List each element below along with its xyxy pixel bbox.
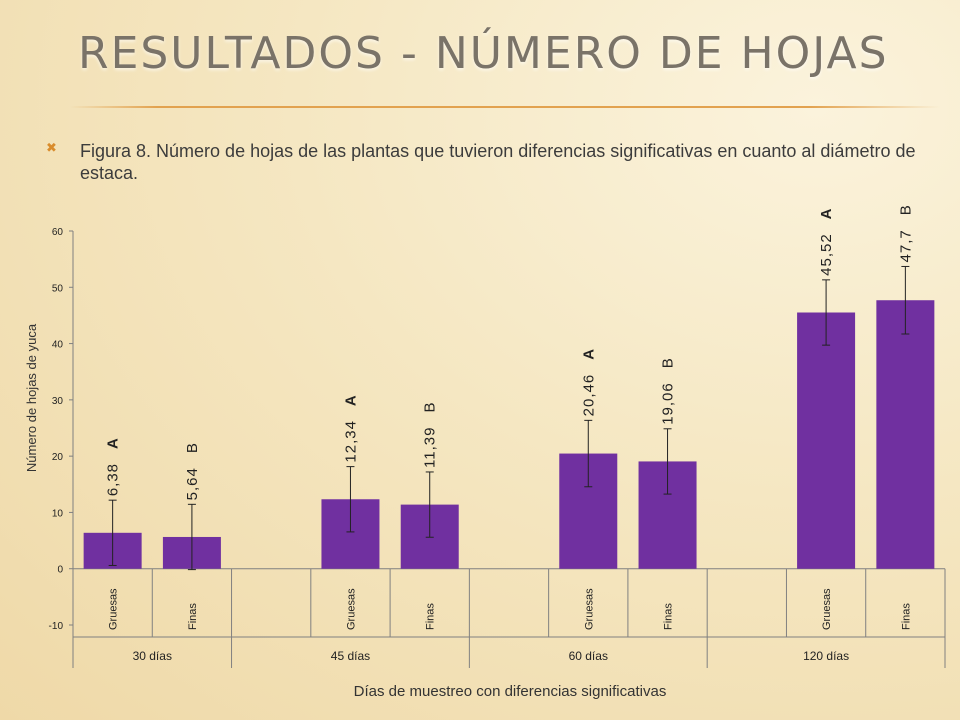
figure-caption: Figura 8. Número de hojas de las plantas… bbox=[80, 141, 916, 183]
data-value-label: 12,34 bbox=[342, 420, 359, 463]
x-axis-title: Días de muestreo con diferencias signifi… bbox=[354, 683, 667, 700]
category-label: Finas bbox=[663, 603, 675, 630]
data-label: 11,39 B bbox=[422, 402, 439, 468]
data-label: 45,52 A bbox=[818, 207, 835, 275]
y-tick-label: 50 bbox=[52, 283, 64, 294]
y-tick-label: 10 bbox=[52, 508, 64, 519]
significance-letter: A bbox=[105, 437, 122, 449]
significance-letter: A bbox=[818, 207, 835, 219]
significance-letter: A bbox=[580, 348, 597, 360]
group-label: 30 días bbox=[133, 649, 172, 663]
category-label: Finas bbox=[187, 603, 199, 630]
category-label: Finas bbox=[425, 603, 437, 630]
data-label: 19,06 B bbox=[660, 357, 677, 425]
data-value-label: 5,64 bbox=[184, 467, 201, 500]
x-bullet-icon: ✖ bbox=[46, 141, 57, 156]
bar bbox=[876, 300, 935, 569]
y-axis-title: Número de hojas de yuca bbox=[24, 323, 39, 472]
category-label: Gruesas bbox=[345, 588, 357, 630]
group-label: 45 días bbox=[331, 649, 370, 663]
group-label: 60 días bbox=[569, 649, 608, 663]
data-value-label: 45,52 bbox=[818, 233, 835, 276]
title-divider bbox=[70, 106, 940, 108]
y-tick-label: 20 bbox=[52, 452, 64, 463]
y-tick-label: 0 bbox=[57, 565, 63, 576]
category-label: Finas bbox=[900, 603, 912, 630]
significance-letter: B bbox=[184, 442, 201, 453]
slide-title: RESULTADOS - NÚMERO DE HOJAS bbox=[78, 28, 889, 79]
data-label: 6,38 A bbox=[105, 437, 122, 496]
category-label: Gruesas bbox=[108, 588, 120, 630]
significance-letter: B bbox=[897, 204, 914, 215]
data-value-label: 11,39 bbox=[422, 427, 439, 468]
category-label: Gruesas bbox=[583, 588, 595, 630]
category-label: Gruesas bbox=[821, 588, 833, 630]
y-tick-label: -10 bbox=[49, 621, 64, 632]
data-value-label: 20,46 bbox=[580, 374, 597, 417]
significance-letter: A bbox=[342, 394, 359, 406]
significance-letter: B bbox=[660, 357, 677, 368]
data-label: 5,64 B bbox=[184, 442, 201, 500]
bar bbox=[797, 312, 856, 569]
y-tick-label: 60 bbox=[52, 227, 64, 238]
significance-letter: B bbox=[422, 402, 439, 413]
data-label: 47,7 B bbox=[897, 204, 914, 262]
group-label: 120 días bbox=[803, 649, 849, 663]
data-value-label: 47,7 bbox=[897, 229, 914, 262]
data-label: 12,34 A bbox=[342, 394, 359, 462]
y-tick-label: 30 bbox=[52, 396, 64, 407]
data-value-label: 6,38 bbox=[105, 463, 122, 496]
data-value-label: 19,06 bbox=[660, 382, 677, 425]
y-tick-label: 40 bbox=[52, 340, 64, 351]
data-label: 20,46 A bbox=[580, 348, 597, 416]
